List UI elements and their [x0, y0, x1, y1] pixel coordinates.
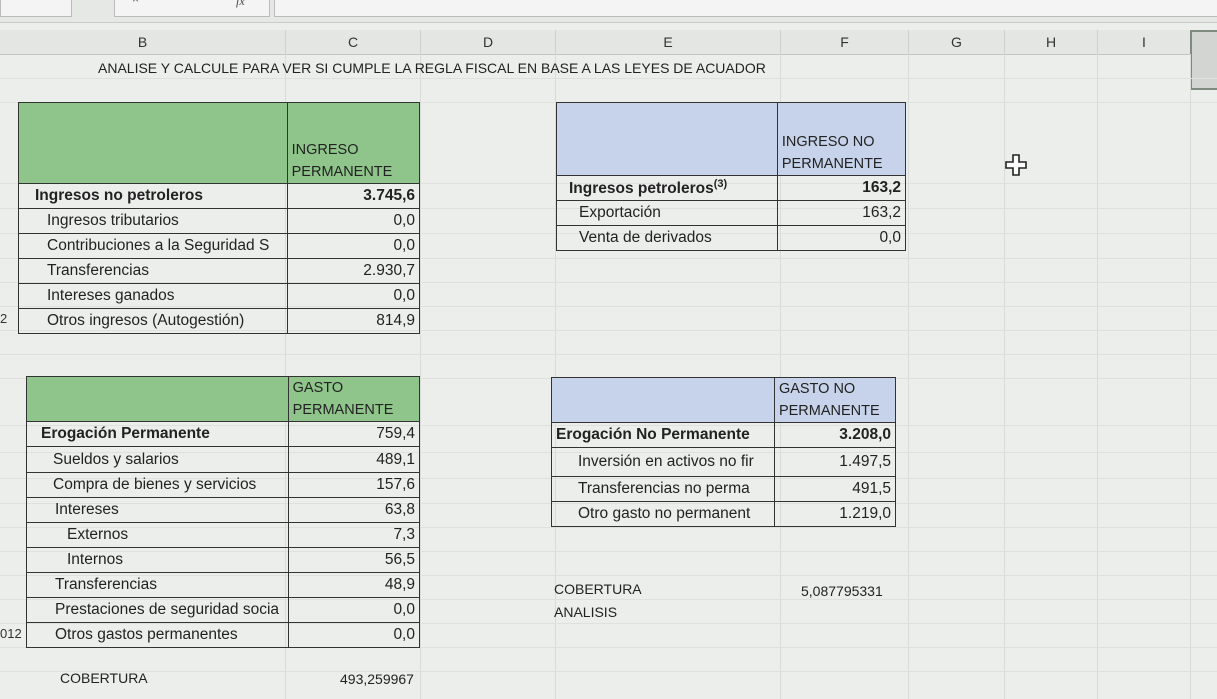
spending-permanent-header[interactable]: GASTO PERMANENTE [287, 376, 421, 422]
table-row-label[interactable]: Venta de derivados [556, 225, 778, 251]
header-blank-cell[interactable] [26, 376, 289, 422]
cancel-icon[interactable]: × [132, 0, 139, 6]
income-nonpermanent-table: INGRESO NO PERMANENTE Ingresos petrolero… [556, 102, 907, 251]
table-row-label[interactable]: Externos [26, 522, 289, 548]
table-row-label[interactable]: Transferencias no perma [551, 476, 775, 502]
table-row-value[interactable]: 7,3 [287, 522, 421, 548]
selected-cell-indicator [1190, 30, 1217, 90]
column-header-b[interactable]: B [0, 30, 286, 54]
table-row-label[interactable]: Contribuciones a la Seguridad S [18, 233, 288, 259]
formula-buttons [114, 0, 270, 17]
row-number-fragment: 012 [0, 626, 22, 641]
table-row-value[interactable]: 0,0 [286, 233, 421, 259]
fx-icon[interactable]: fx [236, 0, 245, 8]
column-header-h[interactable]: H [1005, 30, 1098, 54]
header-blank-cell[interactable] [18, 102, 288, 184]
column-header-c[interactable]: C [286, 30, 421, 54]
coverage-value-left[interactable]: 493,259967 [340, 671, 414, 687]
table-row-value[interactable]: 0,0 [287, 622, 421, 648]
table-row-label[interactable]: Intereses ganados [18, 283, 288, 309]
spending-permanent-total-value[interactable]: 759,4 [287, 421, 421, 447]
superscript-note: (3) [713, 177, 728, 190]
table-row-value[interactable]: 0,0 [286, 283, 421, 309]
sheet-title[interactable]: ANALISE Y CALCULE PARA VER SI CUMPLE LA … [98, 60, 766, 76]
table-row-label[interactable]: Internos [26, 547, 289, 573]
header-blank-cell[interactable] [551, 377, 775, 423]
table-row-value[interactable]: 1.219,0 [773, 501, 897, 527]
table-row-label[interactable]: Otros gastos permanentes [26, 622, 289, 648]
column-header-row: B C D E F G H I [0, 30, 1190, 55]
income-nonpermanent-total-value[interactable]: 163,2 [776, 175, 907, 201]
table-row-label[interactable]: Exportación [556, 200, 778, 226]
table-row-value[interactable]: 56,5 [287, 547, 421, 573]
table-row-value[interactable]: 0,0 [287, 597, 421, 623]
spending-nonpermanent-header[interactable]: GASTO NO PERMANENTE [773, 377, 897, 423]
analysis-label[interactable]: ANALISIS [554, 604, 618, 620]
table-row-label[interactable]: Otros ingresos (Autogestión) [18, 308, 288, 334]
coverage-label-right[interactable]: COBERTURA [554, 581, 642, 597]
column-header-i[interactable]: I [1142, 34, 1146, 50]
spending-nonpermanent-total-value[interactable]: 3.208,0 [773, 422, 897, 448]
table-row-value[interactable]: 48,9 [287, 572, 421, 598]
column-header-f[interactable]: F [781, 30, 909, 54]
spending-nonpermanent-total-label[interactable]: Erogación No Permanente [551, 422, 775, 448]
spending-nonpermanent-table: GASTO NO PERMANENTE Erogación No Permane… [551, 377, 897, 527]
row-number-fragment: 2 [0, 311, 8, 326]
table-row-value[interactable]: 814,9 [286, 308, 421, 334]
table-row-value[interactable]: 63,8 [287, 497, 421, 523]
table-row-label[interactable]: Transferencias [18, 258, 288, 284]
table-row-label[interactable]: Ingresos tributarios [18, 208, 288, 234]
income-nonpermanent-total-label[interactable]: Ingresos petroleros(3) [556, 175, 778, 201]
total-label-text: Ingresos petroleros [569, 180, 714, 198]
column-header-e[interactable]: E [556, 30, 781, 54]
column-header-g[interactable]: G [909, 30, 1005, 54]
table-row-label[interactable]: Compra de bienes y servicios [26, 472, 289, 498]
table-row-value[interactable]: 0,0 [286, 208, 421, 234]
confirm-icon[interactable]: ✓ [180, 0, 190, 4]
cross-cursor-icon [1005, 154, 1027, 182]
formula-toolbar: × ✓ fx [0, 0, 1217, 23]
formula-bar[interactable] [274, 0, 1217, 17]
table-row-label[interactable]: Transferencias [26, 572, 289, 598]
table-row-label[interactable]: Sueldos y salarios [26, 446, 289, 473]
income-permanent-header[interactable]: INGRESO PERMANENTE [286, 102, 421, 184]
name-box[interactable] [0, 0, 72, 17]
income-permanent-table: INGRESO PERMANENTE Ingresos no petrolero… [18, 102, 421, 334]
header-blank-cell[interactable] [556, 102, 778, 176]
table-row-label[interactable]: Otro gasto no permanent [551, 501, 775, 527]
table-row-value[interactable]: 163,2 [776, 200, 907, 226]
table-row-label[interactable]: Inversión en activos no fir [551, 447, 775, 477]
income-nonpermanent-header[interactable]: INGRESO NO PERMANENTE [776, 102, 907, 176]
income-permanent-total-value[interactable]: 3.745,6 [286, 183, 421, 209]
table-row-value[interactable]: 491,5 [773, 476, 897, 502]
table-row-label[interactable]: Prestaciones de seguridad socia [26, 597, 289, 623]
income-permanent-total-label[interactable]: Ingresos no petroleros [18, 183, 288, 209]
column-header-d[interactable]: D [421, 30, 556, 54]
table-row-label[interactable]: Intereses [26, 497, 289, 523]
spending-permanent-table: GASTO PERMANENTE Erogación Permanente 75… [26, 376, 421, 648]
table-row-value[interactable]: 2.930,7 [286, 258, 421, 284]
coverage-label-left[interactable]: COBERTURA [60, 670, 148, 686]
table-row-value[interactable]: 157,6 [287, 472, 421, 498]
spending-permanent-total-label[interactable]: Erogación Permanente [26, 421, 289, 447]
table-row-value[interactable]: 1.497,5 [773, 447, 897, 477]
coverage-value-right[interactable]: 5,087795331 [801, 583, 883, 599]
table-row-value[interactable]: 0,0 [776, 225, 907, 251]
table-row-value[interactable]: 489,1 [287, 446, 421, 473]
